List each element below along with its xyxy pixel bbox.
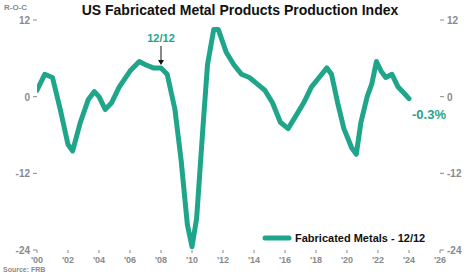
x-tick-label: '12 [217,255,229,265]
x-tick-label: '18 [310,255,322,265]
x-tick-label: '00 [31,255,43,265]
x-tick [68,250,69,253]
y-tick [33,250,37,251]
y-tick [33,20,37,21]
legend-label: Fabricated Metals - 12/12 [295,232,425,244]
source: Source: FRB [3,266,45,273]
series-line [37,30,409,247]
x-tick-label: '10 [186,255,198,265]
x-tick-label: '14 [248,255,260,265]
x-tick [378,250,379,253]
y2-tick [440,250,444,251]
annotation-arrow [161,46,162,62]
y-tick-label: -24 [16,245,31,256]
annotation-arrowhead [158,60,164,65]
chart: US Fabricated Metal Products Production … [0,0,474,274]
x-tick-label: '08 [155,255,167,265]
legend-swatch [265,236,289,241]
x-tick [347,250,348,253]
y2-tick [440,96,444,97]
x-tick [440,250,441,253]
x-tick-label: '04 [93,255,105,265]
x-tick-label: '02 [62,255,74,265]
title: US Fabricated Metal Products Production … [82,2,399,18]
x-tick-label: '26 [434,255,446,265]
x-tick [37,250,38,253]
y2-tick-label: -12 [447,168,462,179]
y2-tick-label: -24 [447,245,462,256]
x-tick-label: '20 [341,255,353,265]
y2-tick [440,20,444,21]
y-tick-label: 12 [19,15,31,26]
x-tick [409,250,410,253]
y2-tick-label: 12 [447,15,459,26]
y-axis-label: R-O-C [4,3,27,12]
x-tick-label: '22 [372,255,384,265]
x-tick [285,250,286,253]
x-tick [223,250,224,253]
y-tick-label: 0 [24,92,30,103]
y-tick-label: -12 [16,168,31,179]
annotation: 12/12 [147,32,175,44]
x-tick-label: '24 [403,255,415,265]
y-tick [33,96,37,97]
plot-area [37,30,409,247]
x-tick [130,250,131,253]
y2-tick [440,173,444,174]
y2-tick-label: 0 [447,92,453,103]
x-tick [99,250,100,253]
x-tick-label: '16 [279,255,291,265]
x-tick [254,250,255,253]
y-tick [33,173,37,174]
x-tick-label: '06 [124,255,136,265]
x-tick [192,250,193,253]
end-value-label: -0.3% [412,107,446,122]
x-tick [161,250,162,253]
x-tick [316,250,317,253]
